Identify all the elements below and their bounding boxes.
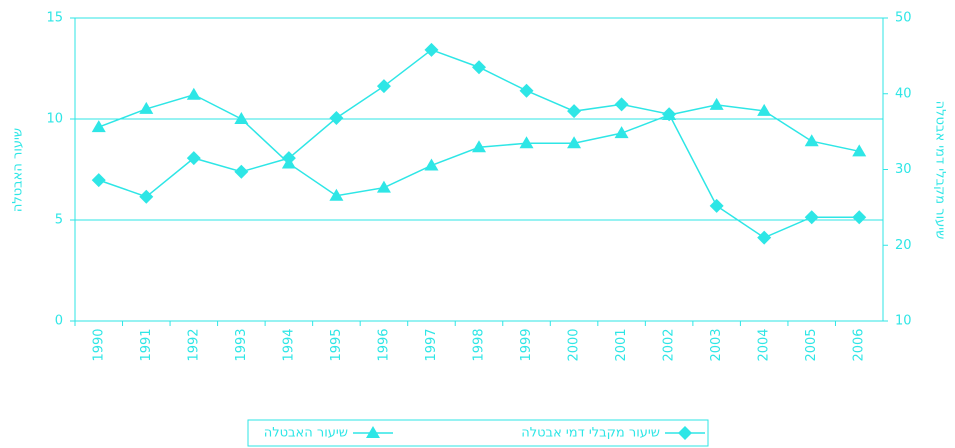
data-point bbox=[567, 136, 582, 149]
data-point bbox=[804, 134, 819, 147]
data-point bbox=[567, 104, 582, 119]
data-point bbox=[139, 189, 154, 204]
data-point bbox=[329, 188, 344, 201]
x-tick-label: 1992 bbox=[186, 328, 201, 361]
x-tick-label: 2000 bbox=[567, 328, 582, 361]
legend-label: שיעור האבטלה bbox=[264, 426, 348, 441]
legend-box bbox=[247, 419, 709, 447]
data-point bbox=[91, 120, 106, 133]
x-tick-label: 2002 bbox=[662, 328, 677, 361]
data-point bbox=[329, 110, 344, 125]
y2-tick-label: 10 bbox=[895, 314, 912, 329]
data-point bbox=[614, 126, 629, 139]
data-point bbox=[519, 83, 534, 98]
data-point bbox=[852, 144, 867, 157]
data-point bbox=[472, 140, 486, 153]
x-tick-label: 1997 bbox=[424, 328, 439, 361]
y2-tick-label: 20 bbox=[895, 238, 912, 253]
y2-axis-title: שיעור מקבלי דמי אבטלה bbox=[933, 101, 948, 240]
data-point bbox=[234, 112, 249, 124]
x-tick-label: 2006 bbox=[852, 328, 867, 361]
data-point bbox=[804, 210, 819, 225]
x-tick-label: 2005 bbox=[804, 328, 819, 361]
data-point bbox=[91, 173, 106, 188]
y2-tick-label: 30 bbox=[895, 162, 912, 177]
legend-marker bbox=[366, 426, 380, 438]
x-tick-label: 1991 bbox=[139, 328, 154, 361]
x-tick-label: 1996 bbox=[376, 328, 391, 361]
data-point bbox=[472, 60, 486, 75]
x-tick-label: 1995 bbox=[329, 328, 344, 361]
data-point bbox=[424, 42, 439, 57]
y-tick-label: 0 bbox=[55, 314, 63, 329]
y-tick-label: 10 bbox=[46, 112, 63, 127]
data-point bbox=[852, 210, 867, 225]
data-point bbox=[376, 79, 391, 94]
data-point bbox=[186, 151, 201, 166]
data-point bbox=[234, 164, 249, 179]
y2-tick-label: 40 bbox=[895, 86, 912, 101]
x-tick-label: 2001 bbox=[614, 328, 629, 361]
x-tick-label: 1993 bbox=[234, 328, 249, 361]
y-tick-label: 5 bbox=[55, 213, 63, 228]
data-point bbox=[424, 158, 439, 171]
legend-marker bbox=[678, 426, 692, 440]
y2-tick-label: 50 bbox=[895, 11, 912, 26]
data-point bbox=[757, 230, 772, 245]
x-tick-label: 2003 bbox=[709, 328, 724, 361]
data-point bbox=[614, 97, 629, 112]
data-point bbox=[709, 97, 724, 110]
y-axis-title: שיעור האבטלה bbox=[11, 128, 26, 212]
data-point bbox=[139, 101, 154, 114]
x-tick-label: 1998 bbox=[472, 328, 487, 361]
x-tick-label: 1994 bbox=[281, 328, 296, 361]
data-point bbox=[709, 198, 724, 213]
x-tick-label: 2004 bbox=[757, 328, 772, 361]
data-point bbox=[376, 180, 391, 193]
y-tick-label: 15 bbox=[46, 11, 63, 26]
data-point bbox=[186, 87, 201, 100]
x-tick-label: 1990 bbox=[91, 328, 106, 361]
data-point bbox=[662, 107, 677, 122]
data-point bbox=[281, 151, 296, 166]
legend-label: שיעור מקבלי דמי אבטלה bbox=[521, 426, 660, 441]
data-point bbox=[757, 103, 772, 116]
x-tick-label: 1999 bbox=[519, 328, 534, 361]
data-point bbox=[519, 136, 534, 149]
